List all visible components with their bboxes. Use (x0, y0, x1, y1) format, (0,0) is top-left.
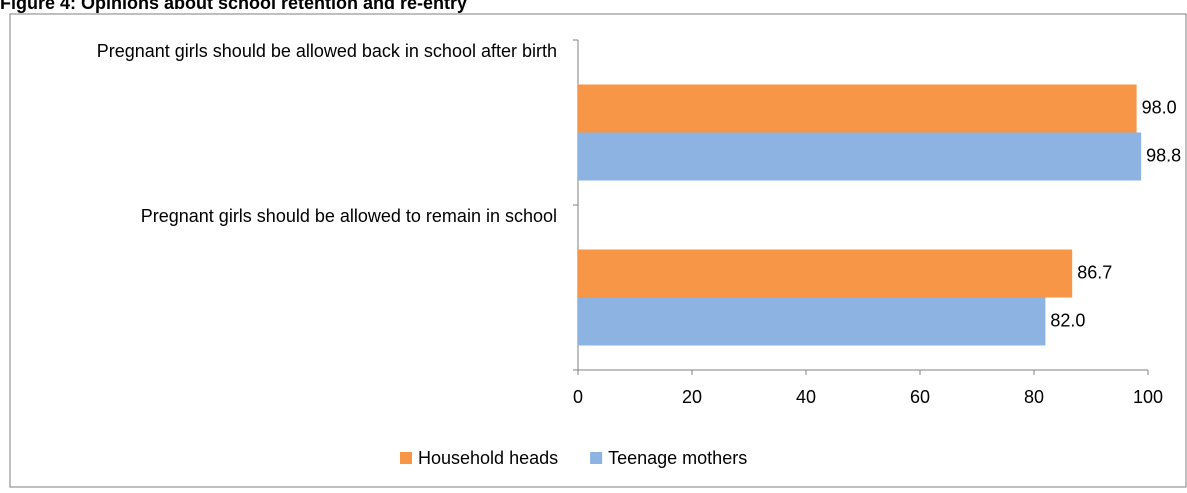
category-label: Pregnant girls should be allowed back in… (97, 41, 557, 61)
bar (578, 84, 1137, 133)
legend-label: Teenage mothers (608, 448, 747, 468)
bar (578, 249, 1073, 298)
x-tick-label: 80 (1024, 387, 1044, 407)
frame (9, 13, 1187, 488)
legend-swatch (590, 452, 603, 464)
value-label: 98.8 (1146, 145, 1181, 165)
legend-label: Household heads (418, 448, 558, 468)
x-tick-label: 20 (682, 387, 702, 407)
value-label: 86.7 (1077, 262, 1112, 282)
x-tick-label: 100 (1133, 387, 1163, 407)
chart-title: Figure 4: Opinions about school retentio… (0, 0, 467, 13)
legend-swatch (400, 452, 412, 464)
bar (578, 132, 1142, 181)
x-tick-label: 60 (910, 387, 930, 407)
x-tick-label: 40 (796, 387, 816, 407)
value-label: 98.0 (1142, 97, 1177, 117)
bar (578, 297, 1046, 346)
x-tick-label: 0 (573, 387, 583, 407)
category-label: Pregnant girls should be allowed to rema… (141, 206, 557, 226)
value-label: 82.0 (1050, 310, 1085, 330)
